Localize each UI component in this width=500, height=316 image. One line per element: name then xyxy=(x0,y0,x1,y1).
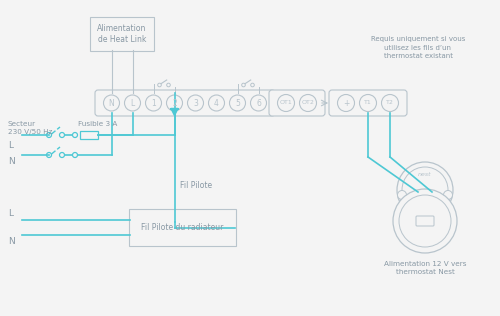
FancyBboxPatch shape xyxy=(90,17,154,51)
Text: Fil Pilote: Fil Pilote xyxy=(180,180,212,190)
Circle shape xyxy=(399,195,451,247)
Text: Secteur
230 V/50 Hz: Secteur 230 V/50 Hz xyxy=(8,121,52,135)
Text: OT1: OT1 xyxy=(280,100,292,106)
Circle shape xyxy=(444,191,452,199)
Text: Fil Pilote du radiateur: Fil Pilote du radiateur xyxy=(142,223,224,232)
Circle shape xyxy=(393,189,457,253)
Circle shape xyxy=(146,95,162,111)
Circle shape xyxy=(382,94,398,112)
Text: 1: 1 xyxy=(151,99,156,107)
Circle shape xyxy=(60,153,64,157)
FancyBboxPatch shape xyxy=(329,90,407,116)
Circle shape xyxy=(250,95,266,111)
Circle shape xyxy=(397,162,453,218)
Text: OT2: OT2 xyxy=(302,100,314,106)
Circle shape xyxy=(166,95,182,111)
Text: L: L xyxy=(8,209,13,217)
Circle shape xyxy=(338,94,354,112)
FancyBboxPatch shape xyxy=(269,90,325,116)
Circle shape xyxy=(230,95,246,111)
Text: T2: T2 xyxy=(386,100,394,106)
Circle shape xyxy=(300,94,316,112)
FancyBboxPatch shape xyxy=(80,131,98,139)
Circle shape xyxy=(208,95,224,111)
Circle shape xyxy=(72,132,78,137)
Circle shape xyxy=(250,83,254,87)
Text: L: L xyxy=(8,141,13,149)
Text: nest: nest xyxy=(418,173,432,178)
Text: 4: 4 xyxy=(214,99,219,107)
Text: T1: T1 xyxy=(364,100,372,106)
Text: 3: 3 xyxy=(193,99,198,107)
Text: L: L xyxy=(130,99,134,107)
Text: Fusible 3 A: Fusible 3 A xyxy=(78,121,118,127)
Circle shape xyxy=(46,153,52,157)
Circle shape xyxy=(158,83,162,87)
Circle shape xyxy=(360,94,376,112)
Polygon shape xyxy=(171,108,178,116)
Text: N: N xyxy=(8,238,15,246)
Circle shape xyxy=(188,95,204,111)
Circle shape xyxy=(104,95,120,111)
Text: N: N xyxy=(108,99,114,107)
Text: +: + xyxy=(343,99,349,107)
Text: 5: 5 xyxy=(235,99,240,107)
Text: 2: 2 xyxy=(172,99,177,107)
Text: Requis uniquement si vous
utilisez les fils d’un
thermostat existant: Requis uniquement si vous utilisez les f… xyxy=(371,37,465,59)
Circle shape xyxy=(124,95,140,111)
FancyBboxPatch shape xyxy=(129,209,236,246)
Circle shape xyxy=(278,94,294,112)
Circle shape xyxy=(72,153,78,157)
Text: Alimentation 12 V vers
thermostat Nest: Alimentation 12 V vers thermostat Nest xyxy=(384,261,466,276)
Text: 6: 6 xyxy=(256,99,261,107)
Circle shape xyxy=(242,83,246,87)
Text: Alimentation
de Heat Link: Alimentation de Heat Link xyxy=(98,24,146,45)
FancyBboxPatch shape xyxy=(416,216,434,226)
Circle shape xyxy=(402,167,448,213)
FancyBboxPatch shape xyxy=(95,90,275,116)
Circle shape xyxy=(46,132,52,137)
Text: N: N xyxy=(8,157,15,167)
Circle shape xyxy=(398,191,406,199)
Circle shape xyxy=(60,132,64,137)
Circle shape xyxy=(166,83,170,87)
